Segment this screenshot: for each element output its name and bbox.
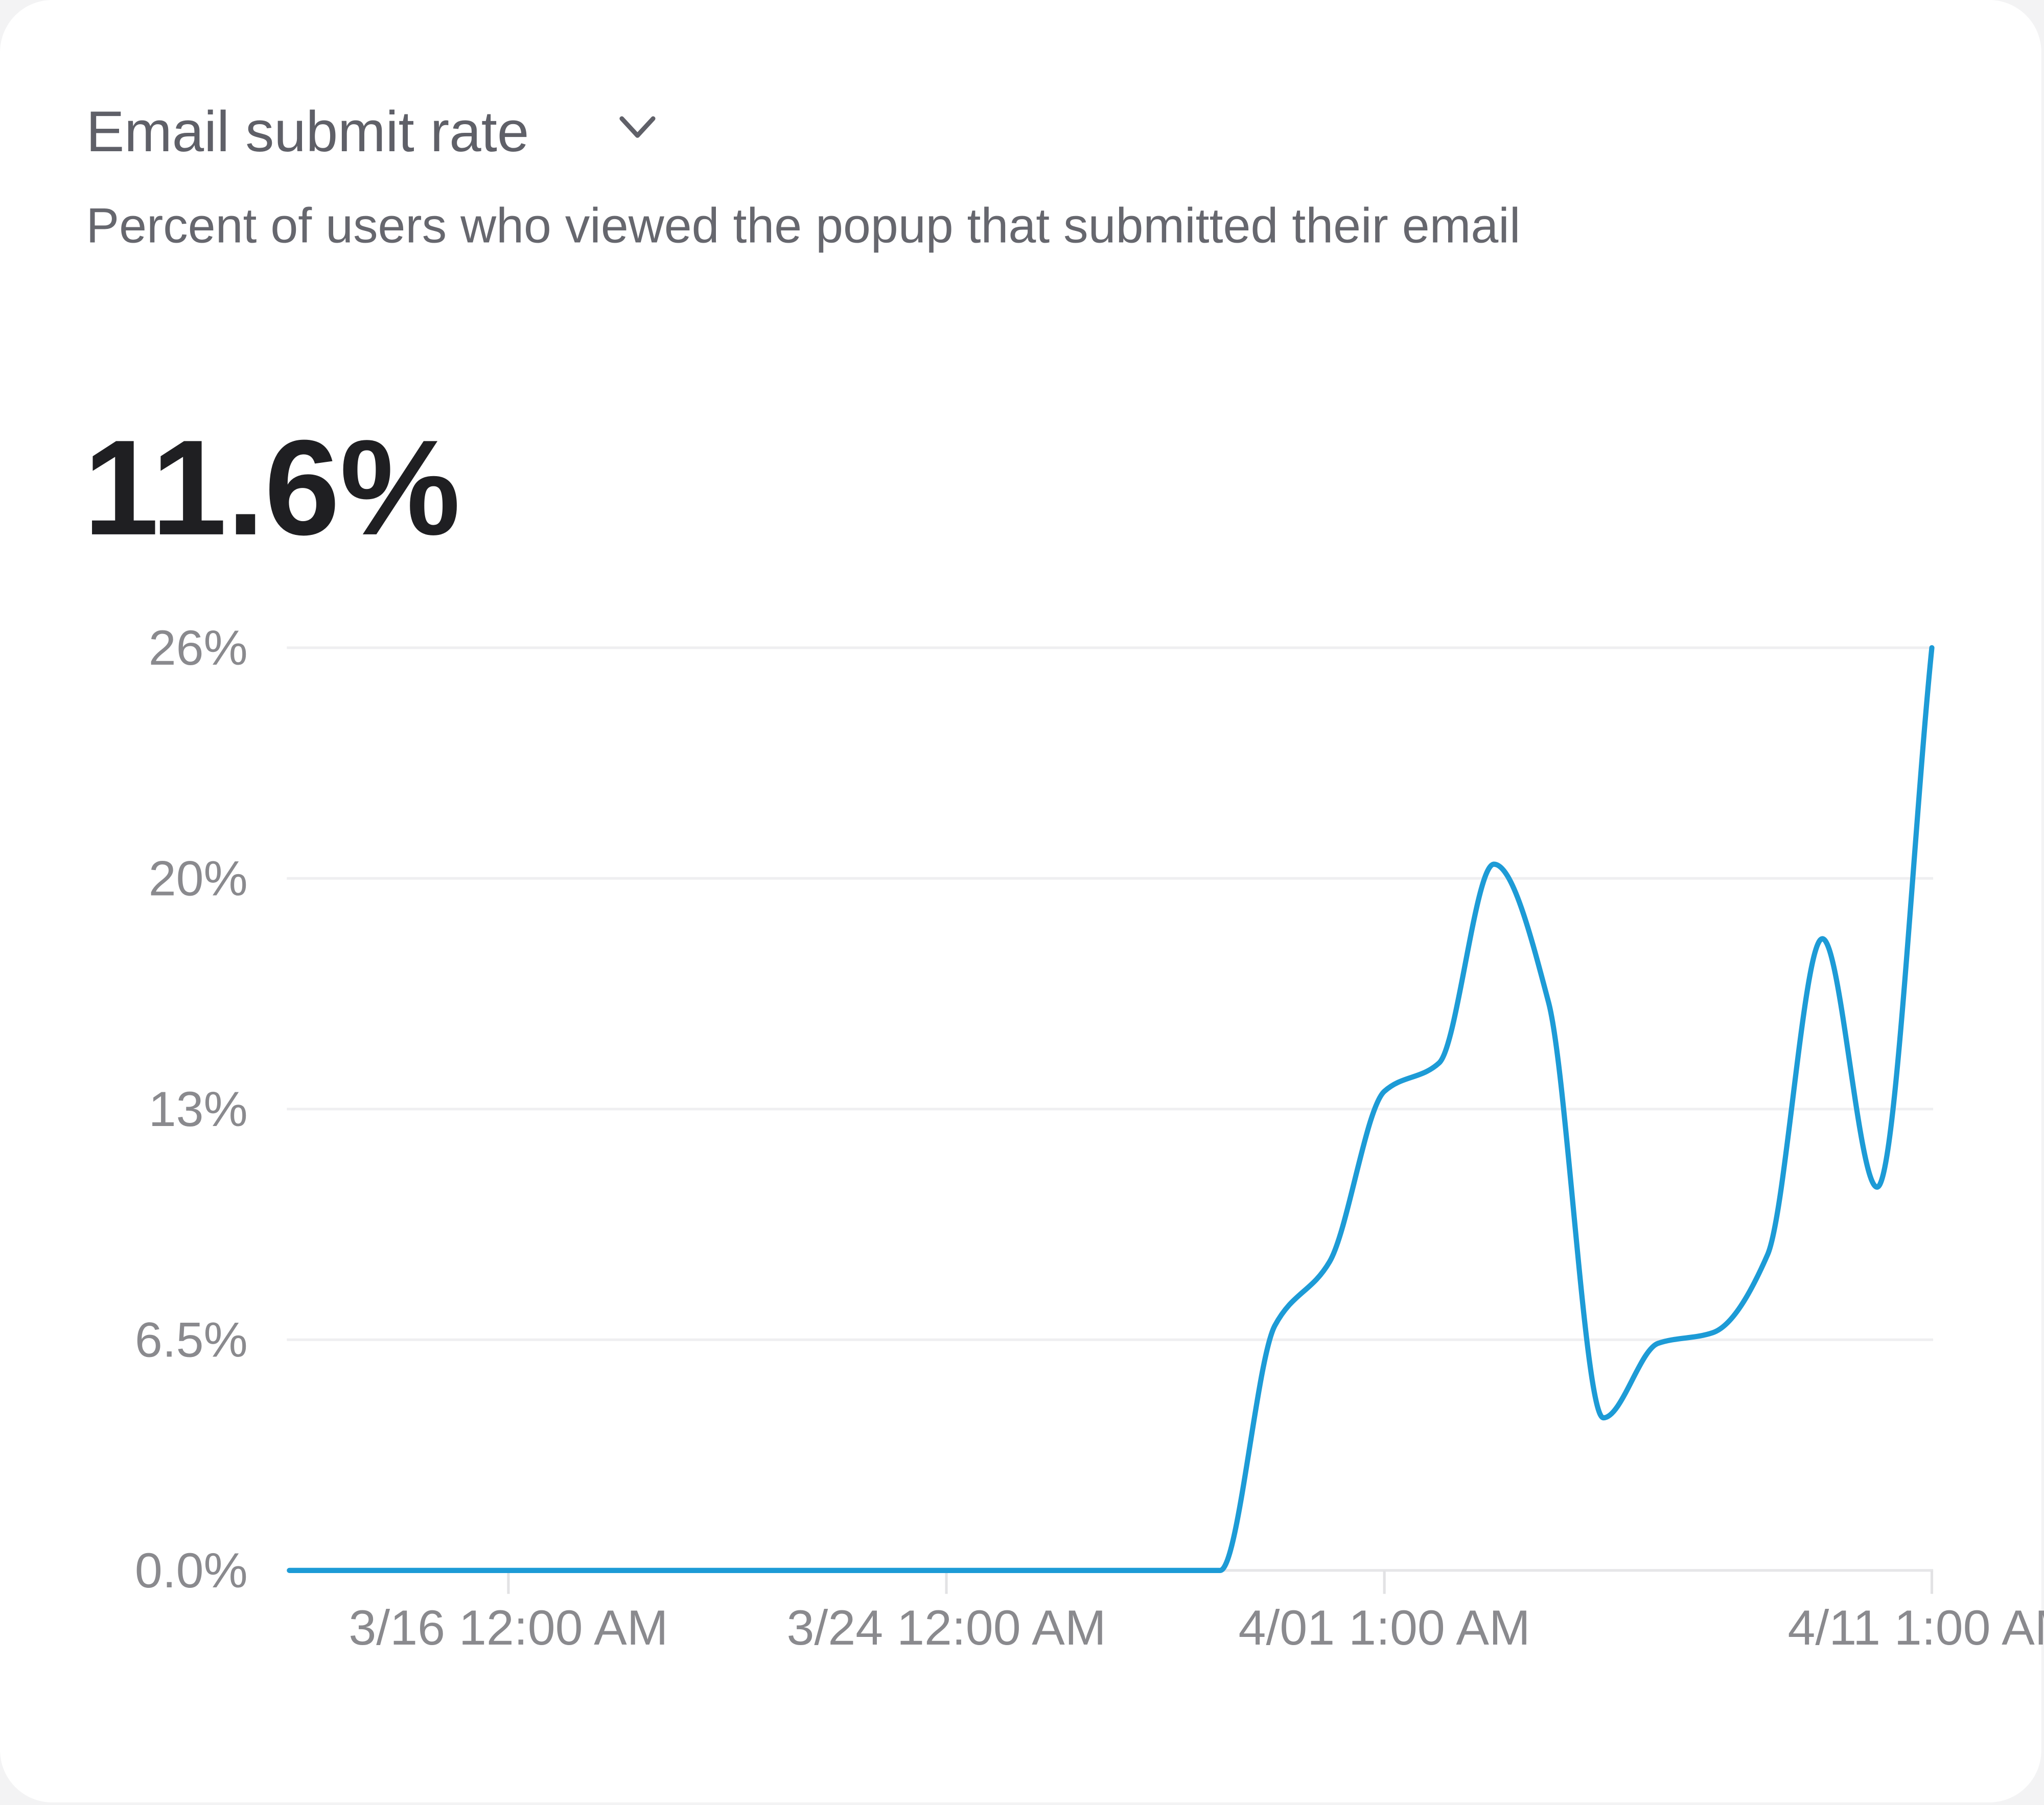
y-tick-label: 26% [149, 620, 248, 675]
headline-value: 11.6% [83, 412, 460, 564]
y-tick-label: 0.0% [135, 1542, 248, 1598]
data-line [287, 645, 1935, 1573]
metric-subtitle: Percent of users who viewed the popup th… [86, 197, 1520, 253]
y-tick-label: 13% [149, 1081, 248, 1137]
x-tick-label: 3/24 12:00 AM [787, 1600, 1106, 1655]
metric-title[interactable]: Email submit rate [86, 99, 529, 163]
x-tick-label: 4/01 1:00 AM [1239, 1600, 1530, 1655]
x-tick-label: 3/16 12:00 AM [349, 1600, 668, 1655]
y-tick-label: 6.5% [135, 1311, 248, 1367]
dropdown-chevron[interactable] [619, 116, 656, 138]
x-tick-label: 4/11 1:00 AM [1788, 1600, 2044, 1655]
y-tick-label: 20% [149, 850, 248, 906]
